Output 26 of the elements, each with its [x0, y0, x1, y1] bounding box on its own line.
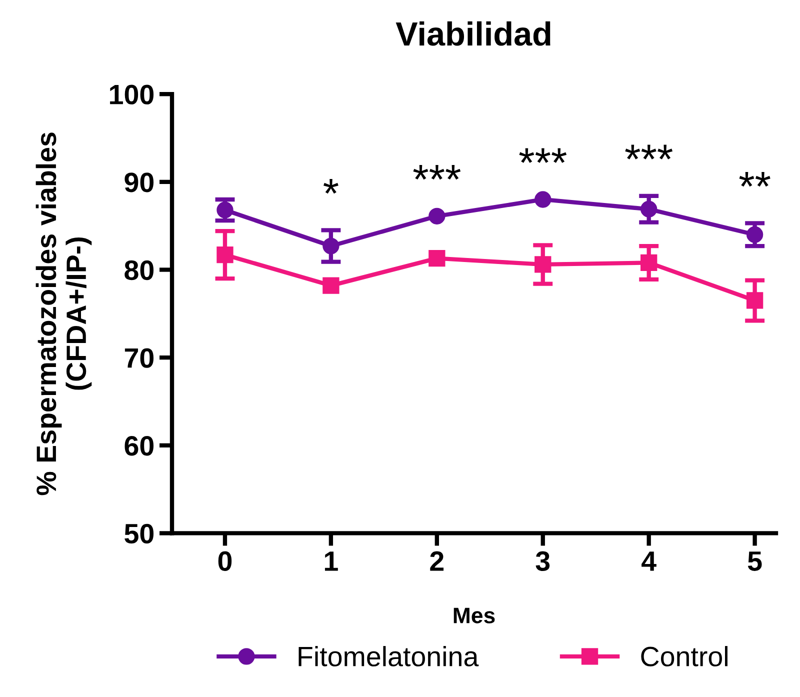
x-tick-label: 2 [430, 551, 444, 571]
annotation: *** [625, 144, 673, 160]
y-tick-label: 90 [124, 172, 154, 192]
point [322, 277, 340, 294]
point [428, 208, 446, 224]
annotation: *** [519, 148, 567, 163]
x-tick-label: 5 [748, 552, 762, 571]
legend-label: Fitomelatonina [298, 646, 479, 666]
x-tick-label: 1 [324, 552, 338, 571]
point [534, 191, 552, 208]
legend-label: Control [641, 646, 728, 666]
y-tick-label: 50 [124, 524, 154, 544]
y-tick-label: 80 [124, 260, 154, 280]
y-tick-label: 60 [124, 436, 154, 456]
annotation: * [324, 179, 338, 194]
y-axis-title: % Espermatozoides viables (CFDA+/IP-) [36, 132, 92, 496]
y-tick-label: 70 [124, 348, 154, 368]
y-tick-label: 100 [110, 84, 154, 104]
point [428, 250, 446, 267]
chart-title: Viabilidad [396, 21, 550, 46]
x-axis-title: Mes [454, 608, 495, 624]
x-tick-label: 4 [642, 552, 656, 571]
annotation: *** [413, 164, 461, 180]
annotation: ** [739, 172, 770, 187]
x-tick-label: 0 [218, 551, 232, 571]
x-tick-label: 3 [536, 551, 550, 572]
